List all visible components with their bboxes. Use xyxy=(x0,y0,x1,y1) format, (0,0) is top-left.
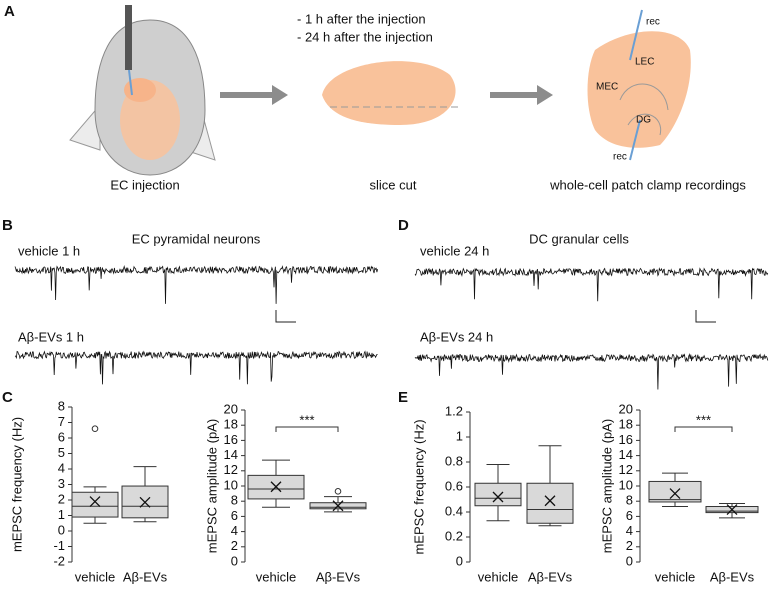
label: LEC xyxy=(635,57,654,68)
outlier xyxy=(334,488,342,495)
y-axis-label: mEPSC frequency (Hz) xyxy=(9,417,24,552)
y-tick-label: 5 xyxy=(58,445,65,460)
step-label: slice cut xyxy=(370,177,417,192)
mean-marker xyxy=(270,481,282,493)
step-label: whole-cell patch clamp recordings xyxy=(549,177,746,192)
mean-marker xyxy=(139,496,151,508)
y-tick-label: 2 xyxy=(626,538,633,553)
y-tick-label: 16 xyxy=(224,432,238,447)
significance-bracket xyxy=(275,426,339,432)
y-tick-label: 4 xyxy=(231,523,238,538)
outlier xyxy=(91,425,99,433)
schematic xyxy=(69,5,691,176)
annotation: - 1 h after the injection xyxy=(297,11,426,26)
box xyxy=(648,480,702,503)
trace xyxy=(414,267,769,302)
y-tick-label: 12 xyxy=(619,462,633,477)
y-tick-label: 0 xyxy=(231,553,238,568)
y-tick-label: 20 xyxy=(619,401,633,416)
trace xyxy=(14,265,378,304)
y-tick-label: 6 xyxy=(58,429,65,444)
y-tick-label: 18 xyxy=(224,417,238,432)
y-axis-label: mEPSC amplitude (pA) xyxy=(599,419,614,553)
significance-bracket xyxy=(674,426,733,432)
mean-marker xyxy=(89,496,101,508)
box xyxy=(71,491,119,518)
panel-label: A xyxy=(4,3,15,20)
trace-label: Aβ-EVs 1 h xyxy=(18,329,84,344)
y-tick-label: 0 xyxy=(58,522,65,537)
box xyxy=(526,482,574,524)
x-tick-label: vehicle xyxy=(478,569,518,584)
significance-label: *** xyxy=(696,412,711,427)
y-tick-label: 14 xyxy=(224,447,238,462)
y-tick-label: 2 xyxy=(231,538,238,553)
y-tick-label: 0.2 xyxy=(445,528,463,543)
box xyxy=(474,482,522,507)
y-tick-label: 18 xyxy=(619,417,633,432)
y-tick-label: 7 xyxy=(58,414,65,429)
y-tick-label: 1.2 xyxy=(445,403,463,418)
panel-label: D xyxy=(398,217,409,234)
y-tick-label: 2 xyxy=(58,491,65,506)
x-tick-label: Aβ-EVs xyxy=(123,569,168,584)
y-axis-label: mEPSC frequency (Hz) xyxy=(411,419,426,554)
trace xyxy=(14,350,378,385)
panel-title: DC granular cells xyxy=(529,231,629,246)
y-tick-label: -1 xyxy=(53,538,65,553)
y-tick-label: 16 xyxy=(619,432,633,447)
y-tick-label: 0 xyxy=(626,553,633,568)
panel-label: E xyxy=(398,389,408,406)
label: MEC xyxy=(596,82,618,93)
mean-marker xyxy=(726,504,738,516)
label: rec xyxy=(613,152,627,163)
y-tick-label: 6 xyxy=(626,508,633,523)
trace-label: vehicle 24 h xyxy=(420,243,489,258)
y-axis-label: mEPSC amplitude (pA) xyxy=(204,419,219,553)
trace-label: vehicle 1 h xyxy=(18,243,80,258)
y-tick-label: 8 xyxy=(231,493,238,508)
mean-marker xyxy=(544,495,556,507)
trace xyxy=(414,353,769,390)
y-tick-label: 0.6 xyxy=(445,478,463,493)
y-tick-label: 4 xyxy=(626,523,633,538)
y-tick-label: 8 xyxy=(626,493,633,508)
x-tick-label: vehicle xyxy=(256,569,296,584)
y-tick-label: 0.4 xyxy=(445,503,463,518)
y-tick-label: 10 xyxy=(224,477,238,492)
panel-label: C xyxy=(2,389,13,406)
x-tick-label: Aβ-EVs xyxy=(528,569,573,584)
x-tick-label: vehicle xyxy=(75,569,115,584)
mean-marker xyxy=(669,488,681,500)
y-tick-label: 4 xyxy=(58,460,65,475)
trace-label: Aβ-EVs 24 h xyxy=(420,329,493,344)
y-tick-label: 0.8 xyxy=(445,453,463,468)
y-tick-label: 0 xyxy=(456,553,463,568)
y-tick-label: 3 xyxy=(58,476,65,491)
y-tick-label: 12 xyxy=(224,462,238,477)
y-tick-label: 10 xyxy=(619,477,633,492)
y-tick-label: 8 xyxy=(58,398,65,413)
x-tick-label: vehicle xyxy=(655,569,695,584)
step-label: EC injection xyxy=(110,177,179,192)
x-tick-label: Aβ-EVs xyxy=(316,569,361,584)
x-tick-label: Aβ-EVs xyxy=(710,569,755,584)
label: DG xyxy=(636,115,651,126)
mean-marker xyxy=(332,500,344,512)
label: rec xyxy=(646,17,660,28)
significance-label: *** xyxy=(299,412,314,427)
panel-label: B xyxy=(2,217,13,234)
mean-marker xyxy=(492,491,504,503)
y-tick-label: 20 xyxy=(224,401,238,416)
y-tick-label: 6 xyxy=(231,508,238,523)
y-tick-label: 14 xyxy=(619,447,633,462)
panel-title: EC pyramidal neurons xyxy=(132,231,261,246)
scale-bar xyxy=(275,310,716,323)
annotation: - 24 h after the injection xyxy=(297,29,433,44)
y-tick-label: 1 xyxy=(58,507,65,522)
y-tick-label: 1 xyxy=(456,428,463,443)
y-tick-label: -2 xyxy=(53,553,65,568)
